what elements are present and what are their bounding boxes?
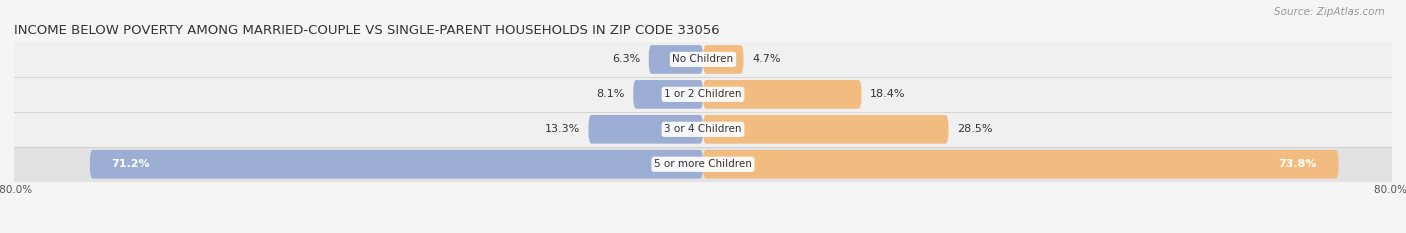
FancyBboxPatch shape [90, 150, 703, 179]
Bar [14, 112, 1392, 147]
Bar [14, 42, 1392, 77]
FancyBboxPatch shape [703, 45, 744, 74]
FancyBboxPatch shape [633, 80, 703, 109]
Text: 71.2%: 71.2% [111, 159, 150, 169]
Text: Source: ZipAtlas.com: Source: ZipAtlas.com [1274, 7, 1385, 17]
Text: 4.7%: 4.7% [752, 55, 780, 64]
Text: 18.4%: 18.4% [870, 89, 905, 99]
Bar [14, 147, 1392, 182]
Text: 1 or 2 Children: 1 or 2 Children [664, 89, 742, 99]
FancyBboxPatch shape [648, 45, 703, 74]
Legend: Married Couples, Single Parents: Married Couples, Single Parents [591, 230, 815, 233]
FancyBboxPatch shape [589, 115, 703, 144]
FancyBboxPatch shape [703, 150, 1339, 179]
Text: 73.8%: 73.8% [1278, 159, 1317, 169]
Text: No Children: No Children [672, 55, 734, 64]
Text: 13.3%: 13.3% [544, 124, 579, 134]
FancyBboxPatch shape [703, 115, 949, 144]
Text: 3 or 4 Children: 3 or 4 Children [664, 124, 742, 134]
Text: 6.3%: 6.3% [612, 55, 640, 64]
Text: INCOME BELOW POVERTY AMONG MARRIED-COUPLE VS SINGLE-PARENT HOUSEHOLDS IN ZIP COD: INCOME BELOW POVERTY AMONG MARRIED-COUPL… [14, 24, 720, 37]
FancyBboxPatch shape [703, 80, 862, 109]
Text: 5 or more Children: 5 or more Children [654, 159, 752, 169]
Bar [14, 77, 1392, 112]
Text: 28.5%: 28.5% [957, 124, 993, 134]
Text: 8.1%: 8.1% [596, 89, 624, 99]
